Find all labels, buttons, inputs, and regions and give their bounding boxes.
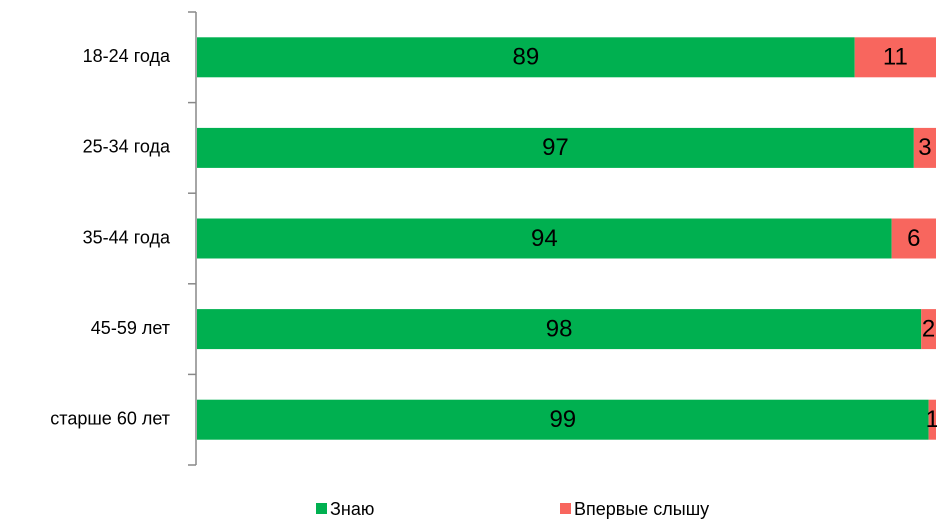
- bar-segment: [928, 399, 936, 440]
- bar-segment: [854, 37, 936, 78]
- data-label: 89: [513, 44, 540, 71]
- bar-segment: [197, 218, 892, 259]
- data-label: 3: [918, 134, 931, 161]
- data-label: 99: [549, 406, 576, 433]
- category-label: 18-24 года: [83, 46, 171, 66]
- bar-segment: [197, 127, 914, 168]
- legend-label: Впервые слышу: [574, 499, 709, 519]
- bar-segment: [891, 218, 936, 259]
- legend-label: Знаю: [330, 499, 374, 519]
- data-label: 97: [542, 134, 569, 161]
- bar-segment: [197, 309, 922, 350]
- bar-segment: [197, 399, 929, 440]
- category-label: 45-59 лет: [91, 318, 170, 338]
- legend-swatch: [560, 503, 571, 514]
- category-label: старше 60 лет: [50, 408, 170, 428]
- category-label: 35-44 года: [83, 227, 171, 247]
- bar-segment: [913, 127, 936, 168]
- data-label: 94: [531, 225, 558, 252]
- legend-swatch: [316, 503, 327, 514]
- data-label: 1: [926, 406, 937, 433]
- category-label: 25-34 года: [83, 137, 171, 157]
- data-label: 11: [883, 44, 908, 71]
- data-label: 2: [922, 315, 935, 342]
- data-label: 6: [907, 225, 920, 252]
- data-label: 98: [546, 315, 573, 342]
- bar-segment: [921, 309, 936, 350]
- bar-segment: [197, 37, 855, 78]
